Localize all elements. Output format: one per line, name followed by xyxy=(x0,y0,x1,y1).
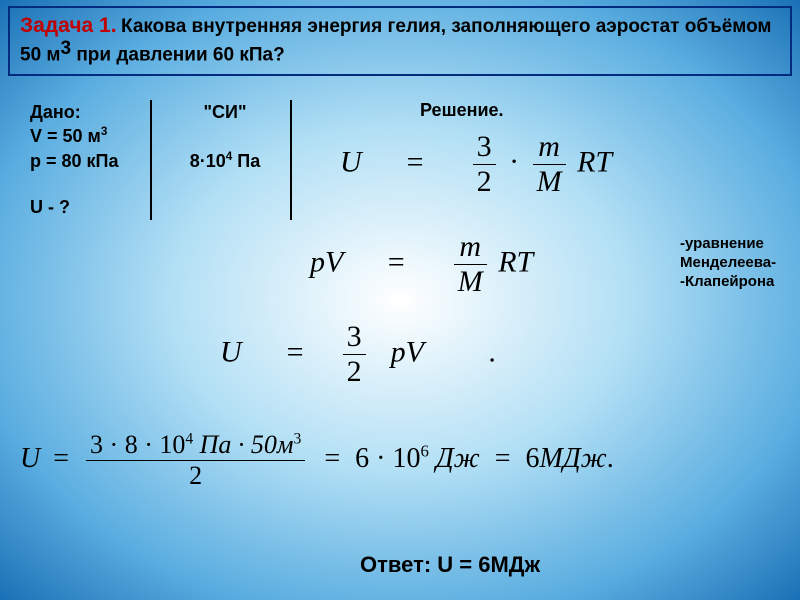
volume-exponent: 3 xyxy=(60,38,71,59)
formula-calculation: U = 3 · 8 · 104 Па · 50м3 2 = 6 · 106 Дж… xyxy=(20,430,614,491)
given-pressure: p = 80 кПа xyxy=(30,149,160,173)
calc-a: 3 · 8 · 10 xyxy=(90,430,185,459)
answer-text: Ответ: U = 6МДж xyxy=(360,552,540,578)
sym-T2: T xyxy=(517,245,534,278)
given-volume-exp: 3 xyxy=(101,125,108,138)
den-2b: 2 xyxy=(343,354,366,389)
period2: . xyxy=(607,443,614,474)
res-a: 6 · 10 xyxy=(355,443,420,474)
sym-eq2: = xyxy=(388,245,405,278)
sym-U2: U xyxy=(220,335,242,368)
solution-label: Решение. xyxy=(420,100,504,121)
res-final: 6МДж xyxy=(526,443,607,474)
sym-U: U xyxy=(340,145,362,178)
calc-exp2: 3 xyxy=(294,430,302,447)
find-unknown: U - ? xyxy=(30,195,160,219)
sym-eq4: = xyxy=(47,443,75,474)
given-area: Дано: "СИ" V = 50 м3 p = 80 кПа 8·104 Па… xyxy=(30,100,360,219)
res-unit: Дж xyxy=(436,443,480,474)
given-volume-text: V = 50 м xyxy=(30,126,101,146)
note-line1: -уравнение xyxy=(680,235,776,254)
given-volume: V = 50 м3 xyxy=(30,124,160,148)
res-exp: 6 xyxy=(420,442,428,461)
si-label: "СИ" xyxy=(160,100,290,124)
sym-pV: pV xyxy=(391,335,424,368)
den-2: 2 xyxy=(473,164,496,199)
sym-T: T xyxy=(595,145,612,178)
num-3b: 3 xyxy=(343,320,366,354)
sym-eq6: = xyxy=(487,443,519,474)
formula-mendeleev-clapeyron: pV = m M RT xyxy=(310,230,533,299)
sym-eq3: = xyxy=(287,335,304,368)
sym-M: M xyxy=(533,164,566,199)
formula-simplified: U = 3 2 pV . xyxy=(220,320,496,389)
si-val-b: Па xyxy=(232,151,260,171)
sym-R2: R xyxy=(498,245,516,278)
sym-p: p xyxy=(310,245,325,278)
period1: . xyxy=(488,335,496,368)
sym-U3: U xyxy=(20,443,40,474)
formula-internal-energy: U = 3 2 · m M RT xyxy=(340,130,612,199)
si-val-a: 8·10 xyxy=(190,151,226,171)
problem-statement-box: Задача 1. Какова внутренняя энергия гели… xyxy=(8,6,792,76)
given-pressure-si: 8·104 Па xyxy=(160,149,290,173)
note-line3: -Клапейрона xyxy=(680,273,776,292)
sym-eq: = xyxy=(407,145,424,178)
problem-label: Задача 1. xyxy=(20,14,117,37)
given-label: Дано: xyxy=(30,100,160,124)
divider-line-2 xyxy=(290,100,292,220)
num-3: 3 xyxy=(473,130,496,164)
den-2c: 2 xyxy=(86,460,305,491)
calc-b: Па · 50м xyxy=(200,430,294,459)
sym-R: R xyxy=(577,145,595,178)
sym-V: V xyxy=(325,245,343,278)
calc-exp1: 4 xyxy=(185,430,193,447)
sym-m: m xyxy=(533,130,566,164)
equation-note: -уравнение Менделеева- -Клапейрона xyxy=(680,235,776,291)
divider-line-1 xyxy=(150,100,152,220)
sym-eq5: = xyxy=(316,443,348,474)
sym-m2: m xyxy=(454,230,487,264)
sym-M2: M xyxy=(454,264,487,299)
problem-text-2: при давлении 60 кПа? xyxy=(71,44,285,65)
note-line2: Менделеева- xyxy=(680,254,776,273)
